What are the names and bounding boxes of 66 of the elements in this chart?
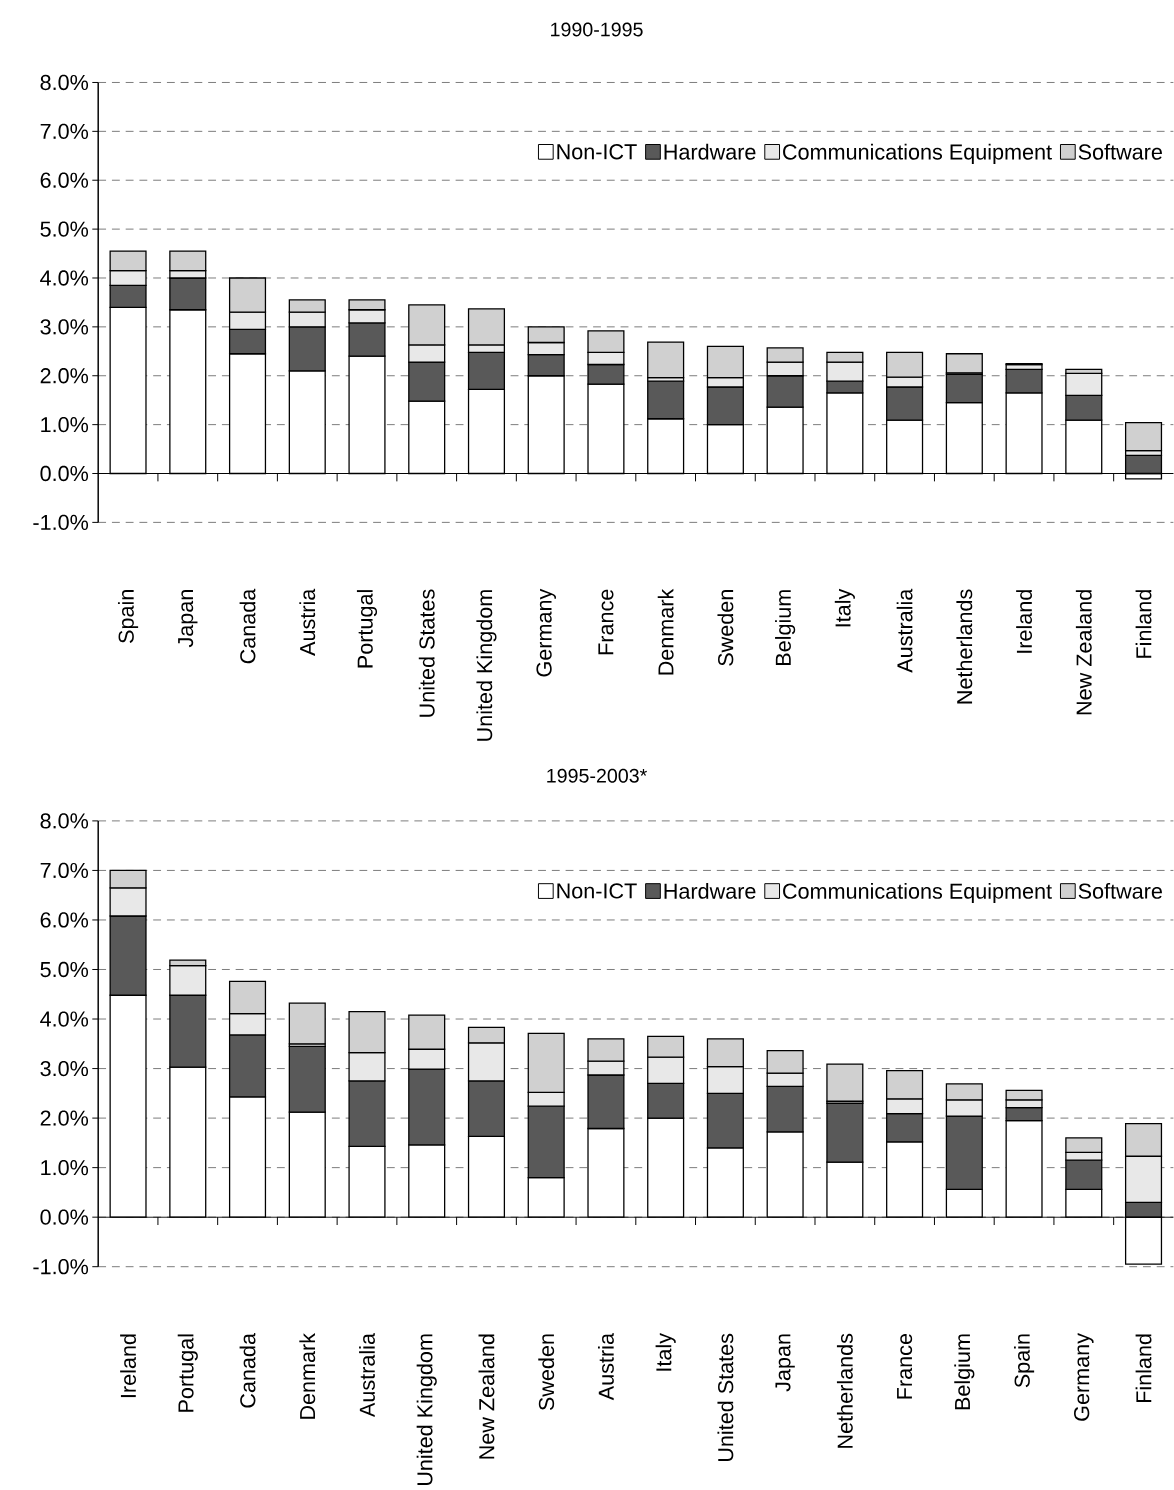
y-tick-label: 5.0%	[40, 961, 89, 978]
x-tick-label: France	[897, 1333, 913, 1399]
x-tick-label: Canada	[239, 588, 256, 664]
x-tick-label: Denmark	[657, 588, 674, 675]
x-tick-label: Australia	[896, 588, 913, 673]
x-tick-label: Austria	[299, 588, 316, 656]
x-tick-label: Canada	[239, 1333, 256, 1408]
y-tick-label: 8.0%	[40, 74, 89, 91]
x-tick-label: Australia	[359, 1333, 375, 1418]
y-tick-label: -1.0%	[33, 1259, 89, 1275]
chart-title: 1995-2003*	[547, 768, 648, 783]
y-tick-label: 2.0%	[40, 368, 89, 384]
y-tick-label: 7.0%	[40, 862, 89, 879]
y-tick-label: 0.0%	[40, 465, 89, 482]
x-tick-label: Belgium	[775, 590, 796, 665]
x-tick-label: Germany	[1074, 1333, 1094, 1421]
x-tick-label: Finland	[1135, 1334, 1152, 1403]
y-tick-label: 5.0%	[40, 221, 89, 237]
x-tick-label: United Kingdom	[476, 590, 497, 741]
chart-title: 1990-1995	[551, 22, 643, 37]
x-tick-label: Germany	[536, 588, 557, 677]
x-tick-label: Italy	[655, 1333, 676, 1371]
x-tick-label: Austria	[598, 1333, 614, 1401]
x-tick-label: Denmark	[299, 1332, 316, 1419]
legend-label: Communications Equipment	[783, 143, 1052, 164]
x-tick-label: Spain	[1014, 1334, 1035, 1388]
x-tick-label: Portugal	[177, 1334, 198, 1412]
x-tick-label: New Zealand	[1075, 590, 1092, 715]
x-tick-label: Japan	[775, 1334, 795, 1392]
y-tick-label: 1.0%	[41, 1159, 89, 1176]
x-tick-label: Ireland	[1016, 590, 1033, 653]
y-tick-label: 7.0%	[40, 123, 89, 140]
y-tick-label: 8.0%	[40, 813, 89, 829]
legend-label: Software	[1078, 882, 1163, 899]
y-tick-label: -1.0%	[33, 514, 89, 531]
y-tick-label: 6.0%	[40, 912, 89, 928]
x-tick-label: Netherlands	[836, 1333, 853, 1448]
legend-label: Non-ICT	[557, 883, 637, 899]
legend-label: Communications Equipment	[783, 882, 1052, 904]
x-tick-label: Sweden	[538, 1334, 555, 1411]
legend-label: Software	[1078, 143, 1163, 160]
x-tick-label: New Zealand	[478, 1334, 495, 1459]
legend-label: Hardware	[664, 882, 756, 899]
y-tick-label: 2.0%	[40, 1110, 89, 1126]
x-tick-label: Netherlands	[956, 589, 973, 704]
y-tick-label: 3.0%	[40, 319, 89, 335]
x-tick-label: Spain	[118, 590, 139, 643]
legend-label: Non-ICT	[557, 144, 637, 160]
legend-label: Hardware	[664, 143, 756, 160]
y-tick-label: 4.0%	[40, 270, 89, 286]
x-tick-label: United Kingdom	[416, 1334, 437, 1486]
y-tick-label: 0.0%	[40, 1209, 89, 1225]
x-tick-label: Portugal	[356, 590, 378, 668]
x-tick-label: Ireland	[120, 1334, 137, 1398]
x-tick-label: Belgium	[954, 1334, 975, 1410]
x-tick-label: France	[598, 589, 614, 655]
y-tick-label: 1.0%	[41, 416, 89, 433]
x-tick-label: United States	[717, 1333, 734, 1462]
y-tick-label: 3.0%	[40, 1060, 89, 1077]
y-tick-label: 4.0%	[40, 1011, 89, 1027]
x-tick-label: Japan	[178, 590, 198, 648]
x-tick-label: Italy	[834, 588, 855, 627]
x-tick-label: United States	[418, 589, 435, 717]
x-tick-label: Finland	[1135, 590, 1152, 658]
y-tick-label: 6.0%	[40, 172, 89, 188]
x-tick-label: Sweden	[717, 590, 734, 666]
